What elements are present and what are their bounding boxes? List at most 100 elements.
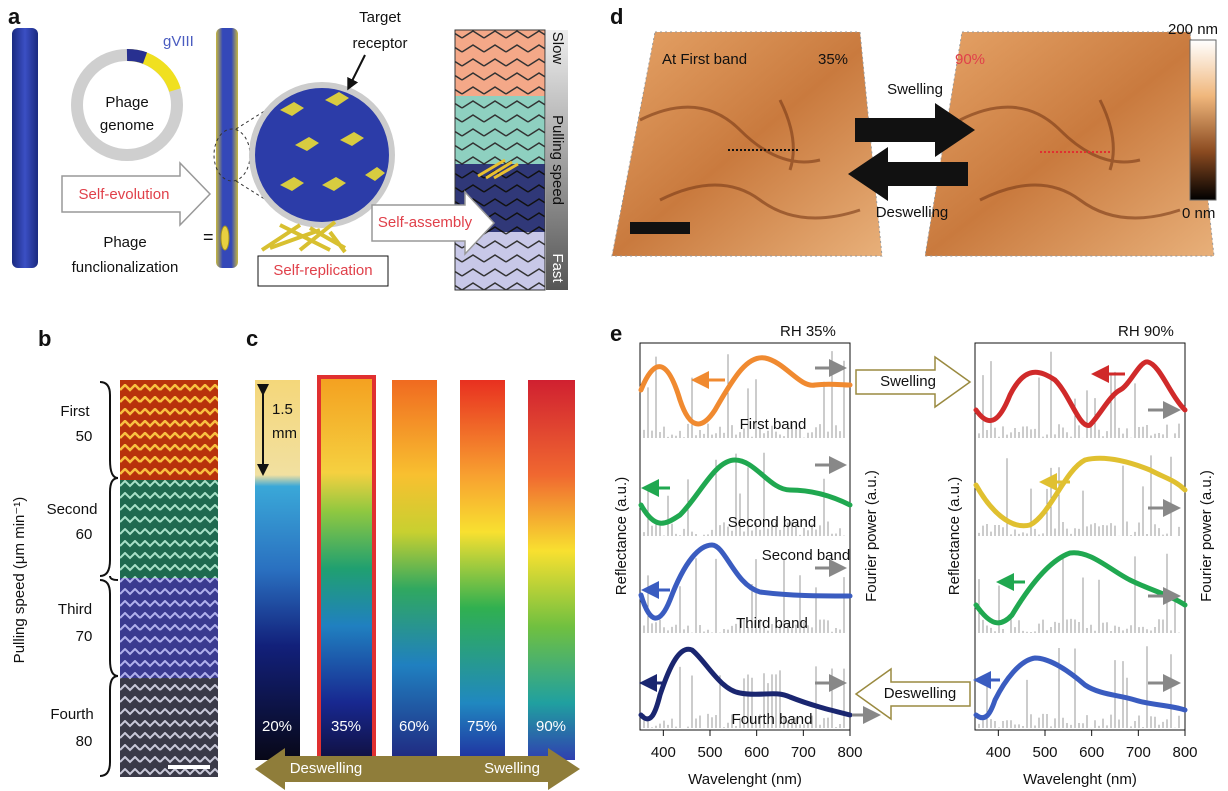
fourier-bars [644,351,1179,728]
plot-title: RH 35% [780,323,836,340]
panel-label: c [246,326,258,351]
caption-text: funclionalization [72,259,179,276]
x-tick-label: 600 [744,744,769,761]
process-label: Self-evolution [79,186,170,203]
x-tick-label: 600 [1079,744,1104,761]
figure: a gVIII Phage genome Self-evolution Phag… [0,0,1228,791]
process-label: Deswelling [290,760,363,777]
band-label: Fourth band [732,711,813,728]
panel-label: a [8,4,21,29]
receptor-text: Target [359,9,402,26]
receptor-text: receptor [352,35,407,52]
panel-label: b [38,326,51,351]
genome-text: Phage [105,94,148,111]
process-label: Deswelling [876,204,949,221]
band-speed: 60 [76,526,93,543]
gene-segment [127,55,145,58]
x-tick-label: 700 [1126,744,1151,761]
spectra [641,358,1185,719]
process-label: Deswelling [884,685,957,702]
process-label: Self-replication [273,262,372,279]
speed-text: Pulling speed [549,115,566,205]
panel-b: b First 50 Second 60 Third 70 Fourth 80 … [11,326,218,777]
scale-text: mm [272,425,297,442]
x-tick-label: 500 [697,744,722,761]
band-name: First [60,403,90,420]
process-label: Swelling [880,373,936,390]
film-layer [455,30,545,96]
humidity-label: 60% [399,718,429,735]
band-speed: 70 [76,628,93,645]
process-label: Swelling [484,760,540,777]
texture [120,380,218,480]
texture [120,578,218,678]
process-label: Self-assembly [378,214,473,231]
axis-title: Reflectance (a.u.) [613,477,630,595]
image-label: At First band [662,51,747,68]
humidity-label: 20% [262,718,292,735]
panel-e: e RH 35% RH 90% First band Second band S… [610,321,1215,788]
band-name: Third [58,601,92,618]
spectrum [976,658,1185,718]
image-label: 90% [955,51,985,68]
phage-bundle [262,222,345,252]
image-label: 35% [818,51,848,68]
process-label: Swelling [887,81,943,98]
film-strip [460,380,505,760]
panel-c: c 1.5 mm 20% 35% 60% 75% 90% Deswelling … [246,326,580,790]
genome-text: genome [100,117,154,134]
colorbar-label: 200 nm [1168,21,1218,38]
colorbar-label: 0 nm [1182,205,1215,222]
spectrum [976,553,1185,623]
axis-title: Pulling speed (μm min⁻¹) [11,497,28,664]
scale-bar [630,222,690,234]
spectrum [976,362,1185,426]
film-strip [392,380,437,760]
brace [100,382,118,776]
speed-text: Slow [549,32,566,65]
band-label: Third band [736,615,808,632]
texture [120,678,218,777]
x-tick-label: 500 [1032,744,1057,761]
phage-icon [221,226,229,250]
equals: = [203,227,214,247]
band-label: Second band [728,514,816,531]
band-label: First band [740,416,807,433]
axis-title: Wavelenght (nm) [1023,771,1137,788]
axis-title: Reflectance (a.u.) [946,477,963,595]
axis-title: Fourier power (a.u.) [1198,470,1215,602]
humidity-label: 35% [331,718,361,735]
humidity-label: 75% [467,718,497,735]
pointer [350,55,365,85]
scale-text: 1.5 [272,401,293,418]
band-speed: 50 [76,428,93,445]
film-layer [455,96,545,164]
film-strip [528,380,575,760]
colorbar [1190,40,1216,200]
gene-label: gVIII [163,33,194,50]
x-tick-label: 400 [651,744,676,761]
plot-title: RH 90% [1118,323,1174,340]
band-label: Second band [762,547,850,564]
texture [120,480,218,578]
band-name: Second [47,501,98,518]
panel-label: e [610,321,622,346]
film-strip [319,377,374,760]
x-tick-label: 800 [837,744,862,761]
zoom-circle [252,85,392,225]
x-tick-label: 800 [1172,744,1197,761]
plot-frame [640,343,850,730]
panel-a: a gVIII Phage genome Self-evolution Phag… [8,4,568,290]
panel-label: d [610,4,623,29]
speed-text: Fast [549,253,566,283]
caption-text: Phage [103,234,146,251]
band-name: Fourth [50,706,93,723]
band-speed: 80 [76,733,93,750]
axis-title: Fourier power (a.u.) [863,470,880,602]
x-tick-label: 700 [791,744,816,761]
humidity-label: 90% [536,718,566,735]
phage-rod [12,28,38,268]
x-tick-label: 400 [986,744,1011,761]
panel-d: d At First band 35% 90% Swelling Deswell… [610,4,1218,256]
axis-title: Wavelenght (nm) [688,771,802,788]
